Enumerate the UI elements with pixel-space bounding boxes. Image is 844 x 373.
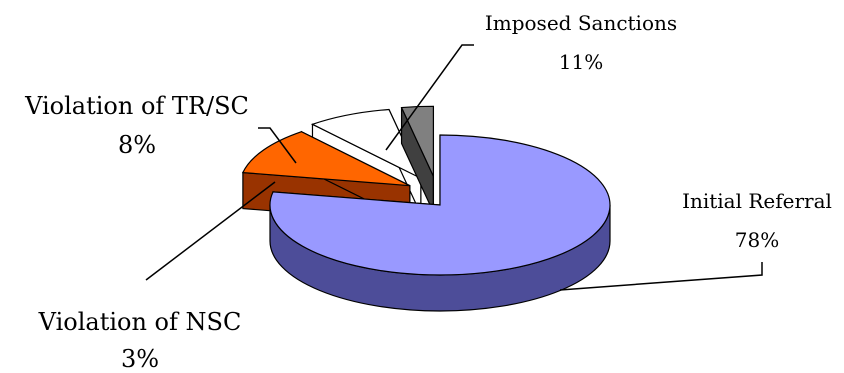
label-imposed-sanctions: Imposed Sanctions [485,11,677,35]
slice-top-initial-referral [269,134,611,276]
label-violation-of-tr-sc: Violation of TR/SC [24,92,249,120]
value-label-imposed-sanctions: 11% [559,50,603,74]
leader-line-violation-of-nsc [145,181,276,281]
label-violation-of-nsc: Violation of NSC [38,308,242,336]
value-label-initial-referral: 78% [735,228,779,252]
slice-top-violation-of-tr-sc [310,108,423,180]
slice-top-imposed-sanctions [241,131,411,187]
leader-line-imposed-sanctions [385,44,474,151]
label-initial-referral: Initial Referral [682,189,832,213]
leader-line-initial-referral [559,262,763,291]
slice-initial-referral [269,134,611,312]
leader-line-violation-of-tr-sc [258,127,297,164]
value-label-violation-of-nsc: 3% [121,345,159,373]
value-label-violation-of-tr-sc: 8% [118,131,156,159]
